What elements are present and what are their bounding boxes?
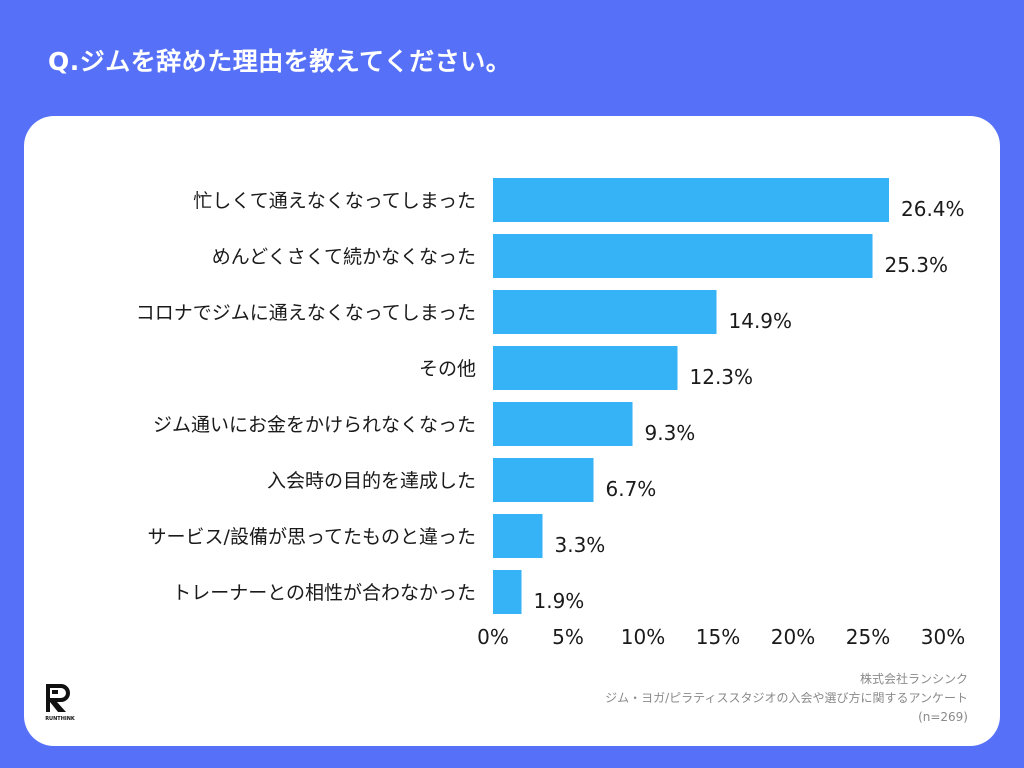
x-tick-label: 25% (846, 625, 890, 649)
category-label: 忙しくて通えなくなってしまった (193, 190, 476, 212)
bar (493, 178, 889, 222)
page-title: Q.ジムを辞めた理由を教えてください。 (48, 47, 512, 76)
value-label: 26.4% (901, 197, 965, 221)
value-label: 3.3% (555, 533, 606, 557)
value-label: 1.9% (534, 589, 585, 613)
x-tick-label: 20% (771, 625, 815, 649)
x-tick-label: 10% (621, 625, 665, 649)
svg-text:RUNTHINK: RUNTHINK (45, 716, 76, 722)
bar (493, 290, 717, 334)
value-label: 14.9% (729, 309, 793, 333)
source-survey: ジム・ヨガ/ピラティススタジオの入会や選び方に関するアンケート (605, 691, 968, 705)
category-label: その他 (419, 358, 476, 380)
value-label: 6.7% (606, 477, 657, 501)
bar (493, 234, 873, 278)
category-label: ジム通いにお金をかけられなくなった (153, 414, 476, 436)
x-tick-label: 5% (552, 625, 584, 649)
category-label: サービス/設備が思ってたものと違った (148, 526, 476, 548)
source-note: 株式会社ランシンク ジム・ヨガ/ピラティススタジオの入会や選び方に関するアンケー… (605, 670, 968, 727)
category-label: めんどくさくて続かなくなった (212, 246, 476, 268)
source-company: 株式会社ランシンク (859, 672, 968, 686)
value-label: 12.3% (690, 365, 754, 389)
value-label: 25.3% (885, 253, 949, 277)
category-label: 入会時の目的を達成した (267, 470, 476, 492)
value-label: 9.3% (645, 421, 696, 445)
bar (493, 458, 594, 502)
runthink-logo-icon: RUNTHINK (45, 684, 76, 722)
bar (493, 402, 633, 446)
category-label: コロナでジムに通えなくなってしまった (136, 302, 476, 324)
x-tick-label: 30% (921, 625, 965, 649)
bar (493, 346, 678, 390)
bar (493, 570, 522, 614)
bar (493, 514, 543, 558)
category-label: トレーナーとの相性が合わなかった (172, 582, 476, 604)
x-tick-label: 0% (477, 625, 509, 649)
x-tick-label: 15% (696, 625, 740, 649)
source-sample: (n=269) (918, 710, 968, 724)
